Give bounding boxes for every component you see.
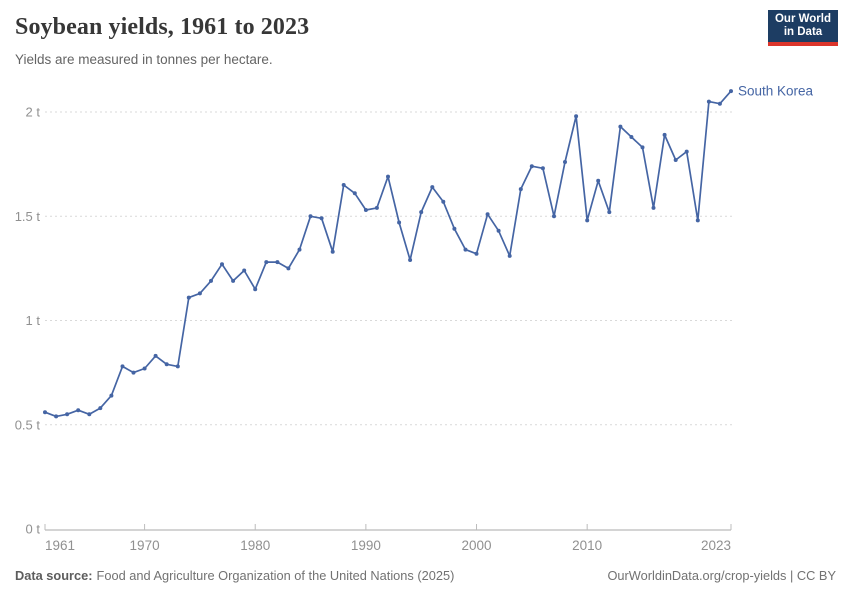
- page-title: Soybean yields, 1961 to 2023: [15, 14, 310, 40]
- data-point[interactable]: [585, 218, 590, 223]
- data-point[interactable]: [153, 353, 158, 358]
- series-end-label[interactable]: South Korea: [738, 84, 814, 99]
- data-point[interactable]: [662, 132, 667, 137]
- data-point[interactable]: [131, 370, 136, 375]
- data-point[interactable]: [275, 260, 280, 265]
- footer-source: Data source: Food and Agriculture Organiz…: [15, 568, 454, 583]
- data-point[interactable]: [76, 408, 81, 413]
- data-point[interactable]: [540, 166, 545, 171]
- data-point[interactable]: [120, 364, 125, 369]
- data-point[interactable]: [341, 183, 346, 187]
- y-axis-tick-label: 1.5 t: [15, 209, 41, 224]
- x-axis-tick-label: 1961: [45, 538, 75, 553]
- line-series[interactable]: [44, 90, 732, 418]
- data-point[interactable]: [596, 178, 601, 183]
- data-point[interactable]: [574, 114, 579, 119]
- data-point[interactable]: [441, 199, 446, 204]
- x-axis-tick-label: 1990: [351, 538, 381, 553]
- data-point[interactable]: [463, 247, 468, 252]
- x-axis-tick-label: 1970: [130, 538, 160, 553]
- data-point[interactable]: [563, 160, 567, 164]
- data-point[interactable]: [363, 208, 368, 212]
- data-point[interactable]: [529, 164, 534, 169]
- data-point[interactable]: [43, 410, 47, 415]
- data-point[interactable]: [695, 218, 700, 223]
- data-point[interactable]: [651, 205, 656, 210]
- data-point[interactable]: [673, 158, 678, 162]
- data-point[interactable]: [729, 89, 733, 94]
- data-point[interactable]: [175, 364, 180, 369]
- data-point[interactable]: [717, 101, 722, 106]
- x-axis-tick-label: 2010: [572, 538, 602, 553]
- data-point[interactable]: [419, 210, 424, 215]
- owid-logo-line2: in Data: [783, 26, 823, 38]
- data-point[interactable]: [485, 212, 490, 217]
- footer-source-label: Data source:: [15, 568, 93, 583]
- data-point[interactable]: [374, 205, 379, 210]
- data-point[interactable]: [308, 214, 313, 219]
- data-point[interactable]: [197, 291, 202, 296]
- data-point[interactable]: [242, 268, 247, 273]
- y-axis-tick-label: 1 t: [26, 313, 41, 328]
- x-axis-tick-label: 1980: [240, 538, 270, 553]
- data-point[interactable]: [618, 124, 623, 129]
- data-point[interactable]: [186, 295, 191, 300]
- x-axis-tick-label: 2023: [701, 538, 731, 553]
- owid-logo[interactable]: Our World in Data: [768, 10, 838, 46]
- data-point[interactable]: [264, 260, 269, 265]
- y-axis-tick-label: 0.5 t: [15, 417, 41, 432]
- data-point[interactable]: [330, 249, 335, 254]
- data-point[interactable]: [98, 406, 103, 411]
- data-point[interactable]: [684, 149, 689, 154]
- data-point[interactable]: [65, 412, 70, 417]
- data-point[interactable]: [231, 278, 236, 283]
- y-axis-tick-label: 0 t: [26, 522, 41, 537]
- data-point[interactable]: [164, 362, 169, 367]
- footer-credit-link[interactable]: OurWorldinData.org/crop-yields | CC BY: [607, 568, 836, 583]
- data-point[interactable]: [397, 220, 402, 225]
- data-point[interactable]: [607, 210, 612, 215]
- data-point[interactable]: [319, 216, 324, 221]
- data-point[interactable]: [496, 228, 501, 233]
- data-point[interactable]: [54, 414, 59, 419]
- data-point[interactable]: [220, 262, 224, 267]
- data-point[interactable]: [209, 278, 213, 283]
- y-axis-tick-label: 2 t: [26, 105, 41, 120]
- footer-source-value[interactable]: Food and Agriculture Organization of the…: [96, 568, 455, 583]
- data-point[interactable]: [297, 247, 302, 252]
- data-point[interactable]: [430, 185, 435, 190]
- data-point[interactable]: [706, 99, 711, 104]
- data-point[interactable]: [142, 366, 147, 371]
- data-point[interactable]: [253, 287, 258, 292]
- data-point[interactable]: [352, 191, 357, 196]
- data-point[interactable]: [452, 226, 457, 231]
- data-point[interactable]: [552, 214, 556, 219]
- chart-footer: Data source: Food and Agriculture Organiz…: [15, 568, 836, 583]
- data-point[interactable]: [286, 266, 291, 271]
- data-point[interactable]: [518, 187, 523, 192]
- data-point[interactable]: [474, 251, 479, 256]
- data-point[interactable]: [386, 174, 390, 179]
- owid-logo-line1: Our World: [774, 13, 831, 25]
- data-point[interactable]: [408, 258, 413, 262]
- data-point[interactable]: [629, 135, 634, 139]
- data-point[interactable]: [87, 412, 92, 417]
- data-point[interactable]: [507, 253, 512, 258]
- x-axis-tick-label: 2000: [461, 538, 491, 553]
- data-point[interactable]: [640, 145, 645, 150]
- chart-subtitle: Yields are measured in tonnes per hectar…: [15, 52, 273, 67]
- data-point[interactable]: [109, 393, 114, 398]
